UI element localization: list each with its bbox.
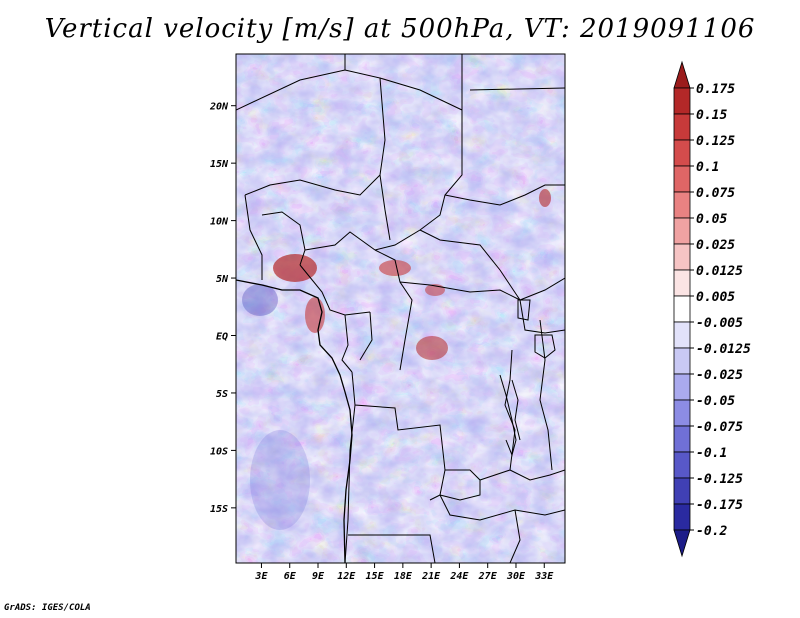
x-tick-label: 6E <box>284 571 297 582</box>
x-axis: 3E 6E 9E 12E 15E 18E 21E 24E 27E 30E 33E <box>254 563 554 582</box>
y-tick-label: 15N <box>210 159 229 170</box>
chart-title: Vertical velocity [m/s] at 500hPa, VT: 2… <box>44 14 756 44</box>
strong-ascent-patch <box>273 254 317 282</box>
colorbar-label: -0.1 <box>696 446 727 461</box>
x-tick-label: 24E <box>449 571 469 582</box>
lake-outline <box>499 299 556 457</box>
x-tick-label: 18E <box>394 571 413 582</box>
colorbar-label: -0.175 <box>696 498 743 513</box>
y-tick-label: 20N <box>209 102 229 113</box>
strong-ascent-patch <box>539 189 551 207</box>
x-tick-label: 27E <box>478 571 498 582</box>
colorbar-segment-top <box>673 60 691 89</box>
colorbar-label: 0.005 <box>696 290 735 305</box>
strong-descent-patch <box>250 430 310 530</box>
x-tick-label: 15E <box>366 571 385 582</box>
strong-ascent-patch <box>379 260 411 276</box>
colorbar-segment <box>673 477 691 505</box>
y-tick-label: 10S <box>210 446 228 457</box>
y-tick-label: 5S <box>216 389 228 400</box>
colorbar-segment <box>673 399 691 427</box>
colorbar-label: -0.025 <box>696 368 743 383</box>
colorbar-segment <box>673 295 691 323</box>
credit-label: GrADS: IGES/COLA <box>4 603 91 613</box>
colorbar-label: 0.175 <box>696 82 735 97</box>
colorbar-segment <box>673 425 691 453</box>
colorbar-label: -0.075 <box>696 420 743 435</box>
colorbar-segment <box>673 165 691 193</box>
colorbar-label: 0.1 <box>696 160 719 175</box>
y-tick-label: 5N <box>216 274 229 285</box>
y-tick-label: 10N <box>210 217 229 228</box>
colorbar-segment <box>673 139 691 167</box>
map-frame <box>235 53 566 564</box>
colorbar-segment <box>673 217 691 245</box>
colorbar-segment <box>673 373 691 401</box>
colorbar-label: 0.0125 <box>696 264 743 279</box>
y-tick-label: EQ <box>216 332 228 343</box>
x-tick-label: 30E <box>506 571 526 582</box>
x-tick-label: 9E <box>312 571 325 582</box>
colorbar-segment <box>673 451 691 479</box>
colorbar: 0.175 0.15 0.125 0.1 0.075 0.05 0.025 0.0125 0.0… <box>673 60 751 558</box>
strong-ascent-patch <box>416 336 448 360</box>
colorbar-label: -0.2 <box>696 524 727 539</box>
colorbar-segment <box>673 503 691 531</box>
coastline <box>236 279 353 563</box>
strong-descent-patch <box>242 284 278 316</box>
x-tick-label: 12E <box>337 571 356 582</box>
velocity-field <box>236 54 565 563</box>
y-tick-label: 15S <box>210 504 228 515</box>
colorbar-segment-bottom <box>673 529 691 558</box>
colorbar-segment <box>673 347 691 375</box>
strong-ascent-patch <box>305 297 325 333</box>
colorbar-label: 0.05 <box>696 212 727 227</box>
colorbar-label: -0.125 <box>696 472 743 487</box>
colorbar-label: 0.025 <box>696 238 735 253</box>
colorbar-label: -0.05 <box>696 394 735 409</box>
x-tick-label: 3E <box>254 571 268 582</box>
colorbar-label: 0.075 <box>696 186 735 201</box>
x-tick-label: 21E <box>421 571 441 582</box>
colorbar-label: 0.15 <box>696 108 727 123</box>
y-axis: 20N 15N 10N 5N EQ 5S 10S 15S <box>209 102 236 515</box>
colorbar-label: -0.0125 <box>696 342 751 357</box>
x-tick-label: 33E <box>534 571 554 582</box>
colorbar-label: 0.125 <box>696 134 735 149</box>
colorbar-segment <box>673 113 691 141</box>
colorbar-segment <box>673 87 691 115</box>
country-borders <box>236 54 565 563</box>
colorbar-segment <box>673 243 691 271</box>
colorbar-segment <box>673 191 691 219</box>
colorbar-segment <box>673 269 691 297</box>
colorbar-label: -0.005 <box>696 316 743 331</box>
colorbar-segment <box>673 321 691 349</box>
